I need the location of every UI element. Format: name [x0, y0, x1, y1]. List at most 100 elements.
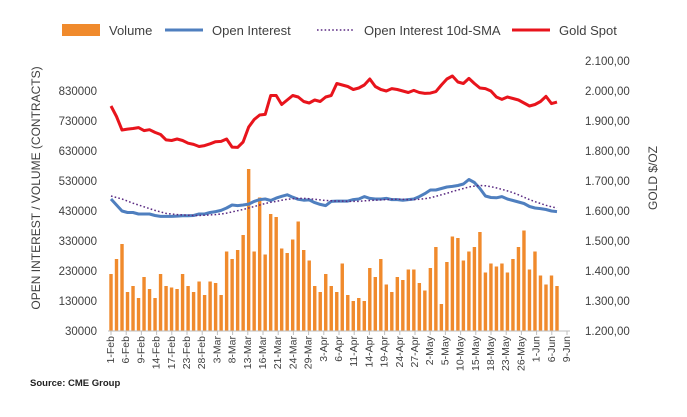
volume-bar: [302, 250, 306, 331]
volume-bar: [241, 235, 245, 331]
volume-bar: [290, 239, 295, 331]
volume-bar: [379, 259, 383, 331]
volume-bar: [131, 286, 135, 331]
y-axis-title-right: GOLD $/OZ: [646, 146, 660, 210]
x-tick-label: 6-Apr: [333, 336, 345, 362]
x-tick-label: 11-Apr: [348, 336, 360, 367]
volume-bar: [202, 295, 207, 331]
series-lines: [109, 74, 558, 218]
left-tick-label: 230000: [59, 266, 97, 278]
x-tick-label: 17-Feb: [166, 336, 178, 369]
volume-bar: [324, 274, 328, 331]
x-axis: 1-Feb 6-Feb 9-Feb 14-Feb 17-Feb 23-Feb 28-Feb 3…: [105, 330, 573, 371]
volume-bar: [169, 287, 174, 331]
volume-bar: [373, 277, 378, 331]
volume-bar: [368, 268, 372, 331]
volume-bar: [428, 268, 433, 331]
volume-bar: [153, 298, 157, 331]
left-tick-label: 730000: [59, 116, 97, 128]
x-tick-label: 3-Apr: [318, 336, 330, 362]
volume-bar: [219, 295, 223, 331]
x-tick-label: 10-May: [455, 335, 467, 371]
volume-bar: [335, 292, 339, 331]
volume-bar: [417, 283, 422, 331]
right-axis: 1.200,00 1.300,00 1.400,00 1.500,00 1.600,00…: [585, 56, 630, 338]
volume-bar: [186, 286, 190, 331]
volume-bar: [268, 214, 273, 331]
x-tick-label: 2-May: [424, 335, 436, 365]
volume-bar: [527, 269, 532, 331]
left-axis: 30000 130000 230000 330000 430000 530000 63000…: [59, 86, 97, 338]
x-tick-label: 8-Mar: [227, 335, 239, 363]
open-interest-sma-line: [110, 184, 558, 217]
x-tick-label: 14-Feb: [151, 336, 163, 369]
right-tick-label: 2.000,00: [585, 86, 630, 98]
right-tick-label: 1.400,00: [585, 266, 630, 278]
x-tick-label: 1-Feb: [105, 336, 117, 364]
legend-label: Gold Spot: [559, 23, 617, 38]
x-tick-label: 15-May: [470, 335, 482, 371]
left-tick-label: 530000: [59, 176, 97, 188]
volume-bar: [549, 275, 554, 331]
volume-bar: [235, 250, 240, 331]
volume-bar: [224, 251, 229, 331]
volume-bar: [346, 295, 350, 331]
volume-bar: [390, 292, 394, 331]
volume-bar: [197, 281, 201, 331]
left-tick-label: 330000: [59, 236, 97, 248]
volume-bar: [478, 232, 482, 331]
x-tick-label: 3-Mar: [211, 335, 223, 363]
volume-bar: [505, 272, 510, 331]
volume-bar: [472, 247, 477, 331]
volume-bar: [538, 275, 543, 331]
legend-label: Volume: [109, 23, 152, 38]
volume-bar: [285, 253, 289, 331]
volume-bar: [450, 236, 455, 331]
volume-bar: [125, 292, 130, 331]
volume-bar: [213, 283, 218, 331]
x-tick-label: 9-Feb: [135, 336, 147, 364]
volume-bar: [483, 272, 488, 331]
volume-bar: [136, 298, 141, 331]
volume-bar: [114, 259, 119, 331]
volume-bar: [246, 169, 251, 331]
volume-bar: [555, 286, 559, 331]
volume-bar: [279, 248, 284, 331]
x-tick-label: 16-Mar: [257, 336, 269, 370]
legend-label: Open Interest 10d-SMA: [364, 23, 501, 38]
right-tick-label: 2.100,00: [585, 56, 630, 68]
x-tick-label: 9-Jun: [561, 336, 573, 362]
volume-bar: [296, 221, 300, 331]
volume-bar: [434, 247, 438, 331]
x-tick-label: 18-May: [485, 335, 497, 371]
volume-bar: [544, 284, 548, 331]
volume-bar: [208, 281, 212, 331]
volume-bar: [456, 238, 460, 331]
volume-bar: [533, 251, 537, 331]
volume-bar: [175, 289, 179, 331]
legend-label: Open Interest: [212, 23, 291, 38]
right-tick-label: 1.700,00: [585, 176, 630, 188]
x-tick-label: 14-Apr: [363, 335, 375, 367]
left-tick-label: 30000: [65, 326, 97, 338]
right-tick-label: 1.800,00: [585, 146, 630, 158]
x-tick-label: 24-Apr: [394, 335, 406, 367]
x-tick-label: 29-Mar: [303, 336, 315, 370]
x-tick-label: 23-May: [500, 335, 512, 371]
y-axis-title-left: OPEN INTEREST / VOLUME (CONTRACTS): [29, 66, 43, 309]
x-tick-label: 26-May: [515, 335, 527, 371]
volume-bar: [307, 260, 311, 331]
legend-swatch-volume: [62, 24, 100, 36]
left-tick-label: 430000: [59, 206, 97, 218]
volume-bar: [511, 259, 515, 331]
volume-bar: [109, 274, 113, 331]
volume-bar: [395, 277, 400, 331]
volume-bar: [439, 304, 444, 331]
left-tick-label: 630000: [59, 146, 97, 158]
volume-bars: [109, 169, 559, 331]
x-tick-label: 28-Feb: [196, 336, 208, 369]
volume-bar: [351, 301, 355, 331]
x-tick-label: 21-Mar: [272, 336, 284, 370]
volume-bar: [357, 298, 361, 331]
